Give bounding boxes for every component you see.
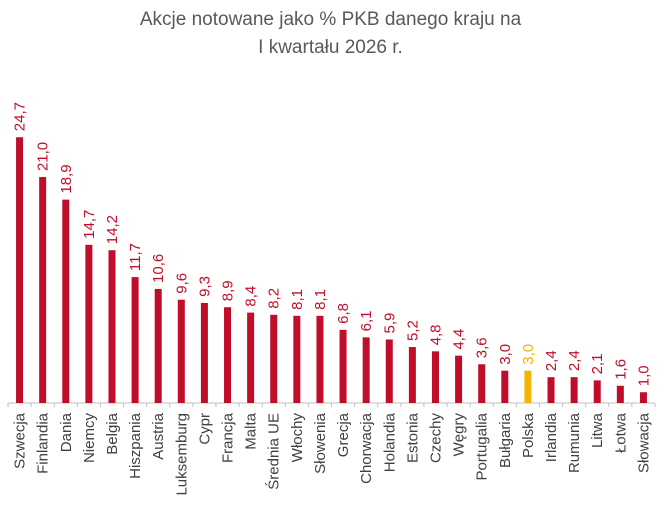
category-label: Rumunia (566, 412, 583, 473)
category-label: Grecja (335, 412, 352, 457)
category-label: Hiszpania (127, 412, 144, 479)
bar (524, 370, 532, 403)
chart-title: Akcje notowane jako % PKB danego kraju n… (0, 6, 661, 62)
category-label: Belgia (104, 412, 121, 454)
data-label: 21,0 (35, 142, 52, 171)
category-label: Szwecja (12, 412, 29, 469)
data-label: 10,6 (150, 254, 167, 283)
chart-title-line-1: Akcje notowane jako % PKB danego kraju n… (139, 9, 522, 30)
bar (16, 137, 24, 404)
category-label: Irlandia (543, 412, 560, 462)
category-label: Dania (58, 412, 75, 452)
data-label: 9,3 (196, 276, 213, 297)
bar (408, 347, 416, 403)
bar (108, 250, 116, 403)
category-label: Litwa (589, 412, 606, 448)
data-label: 1,6 (612, 359, 629, 380)
data-label: 8,9 (220, 280, 237, 301)
data-label: 6,1 (358, 311, 375, 332)
category-label: Polska (520, 412, 537, 458)
category-label: Średnia UE (265, 413, 283, 490)
bar (362, 337, 370, 403)
data-label: 3,0 (497, 344, 514, 365)
data-label: 5,9 (381, 313, 398, 334)
bar (39, 177, 47, 403)
data-label: 8,1 (289, 289, 306, 310)
bar (339, 329, 347, 403)
bar (501, 370, 509, 403)
category-label: Bułgaria (497, 412, 514, 468)
category-label: Austria (150, 412, 167, 459)
bar (639, 392, 647, 403)
data-label: 6,8 (335, 303, 352, 324)
data-label: 4,8 (427, 324, 444, 345)
bar (570, 377, 578, 403)
category-label: Luksemburg (173, 413, 190, 496)
data-label: 24,7 (12, 102, 29, 131)
data-label: 8,2 (266, 288, 283, 309)
data-label: 14,2 (104, 215, 121, 244)
category-label: Francja (220, 412, 237, 463)
category-label: Czechy (427, 413, 444, 464)
bar (547, 377, 555, 403)
category-label: Finlandia (35, 412, 52, 474)
bar (62, 199, 70, 403)
category-label: Słowacja (635, 412, 652, 473)
category-label: Malta (243, 412, 260, 449)
category-label: Niemcy (81, 413, 98, 464)
category-label: Łotwa (612, 412, 629, 453)
data-label: 14,7 (81, 210, 98, 239)
data-label: 3,6 (474, 337, 491, 358)
data-label: 4,4 (451, 329, 468, 350)
category-label: Włochy (289, 413, 306, 463)
category-label: Chorwacja (358, 412, 375, 484)
data-label: 1,0 (635, 365, 652, 386)
bar (478, 364, 486, 403)
bar (247, 312, 255, 403)
bar (224, 307, 232, 403)
data-label: 2,4 (566, 350, 583, 371)
bar (293, 315, 301, 403)
bar (431, 351, 439, 403)
bar (316, 315, 324, 403)
category-label: Portugalia (474, 412, 491, 480)
data-label: 8,4 (243, 286, 260, 307)
data-label: 2,4 (543, 350, 560, 371)
category-label: Estonia (404, 412, 421, 463)
category-label: Holandia (381, 412, 398, 472)
bar (85, 244, 93, 403)
bar (593, 380, 601, 403)
data-label: 8,1 (312, 289, 329, 310)
bar (131, 277, 139, 403)
bar (270, 314, 278, 403)
bar (177, 299, 185, 403)
category-label: Węgry (451, 413, 468, 457)
data-label: 3,0 (520, 344, 537, 365)
bar (154, 288, 162, 403)
data-label: 18,9 (58, 164, 75, 193)
bar (200, 302, 208, 403)
data-label: 9,6 (173, 273, 190, 294)
category-label: Słowenia (312, 412, 329, 474)
data-label: 11,7 (127, 243, 144, 271)
category-label: Cypr (196, 413, 213, 445)
bar (385, 339, 393, 403)
data-label: 2,1 (589, 354, 606, 375)
chart-title-line-2: I kwartału 2026 r. (258, 37, 403, 58)
bar (455, 355, 463, 403)
data-label: 5,2 (404, 320, 421, 341)
bar (616, 385, 624, 403)
